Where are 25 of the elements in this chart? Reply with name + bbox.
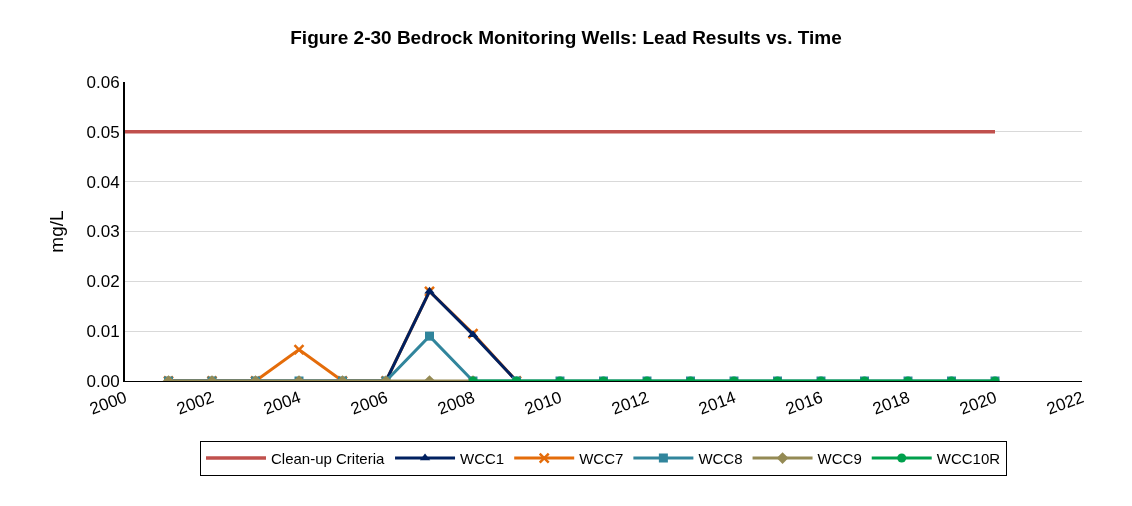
legend-label: WCC7 <box>579 449 624 467</box>
y-tick-label: 0.05 <box>86 122 120 142</box>
x-tick-label: 2006 <box>348 387 391 419</box>
x-tick-label: 2020 <box>957 387 1000 419</box>
x-tick-label: 2012 <box>609 387 652 419</box>
y-axis-title: mg/L <box>45 210 67 253</box>
y-tick-label: 0.01 <box>86 322 120 342</box>
y-tick-label: 0.02 <box>86 272 120 292</box>
x-tick-label: 2010 <box>522 387 565 419</box>
y-tick-label: 0.04 <box>86 172 120 192</box>
x-tick-label: 2008 <box>435 387 478 419</box>
x-tick-label: 2016 <box>783 387 826 419</box>
legend-label: WCC10R <box>936 449 1001 467</box>
chart-title: Figure 2-30 Bedrock Monitoring Wells: Lead Results vs. Time <box>290 26 842 48</box>
legend-label: WCC1 <box>460 449 505 467</box>
legend-label: WCC8 <box>698 449 743 467</box>
y-tick-label: 0.06 <box>86 72 120 92</box>
x-tick-label: 2004 <box>261 387 304 419</box>
x-tick-label: 2022 <box>1044 387 1087 419</box>
x-tick-label: 2014 <box>696 387 739 419</box>
x-tick-label: 2018 <box>870 387 913 419</box>
legend-label: Clean-up Criteria <box>271 449 386 467</box>
y-tick-label: 0.03 <box>86 222 120 242</box>
x-tick-label: 2002 <box>174 387 217 419</box>
legend-label: WCC9 <box>817 449 862 467</box>
